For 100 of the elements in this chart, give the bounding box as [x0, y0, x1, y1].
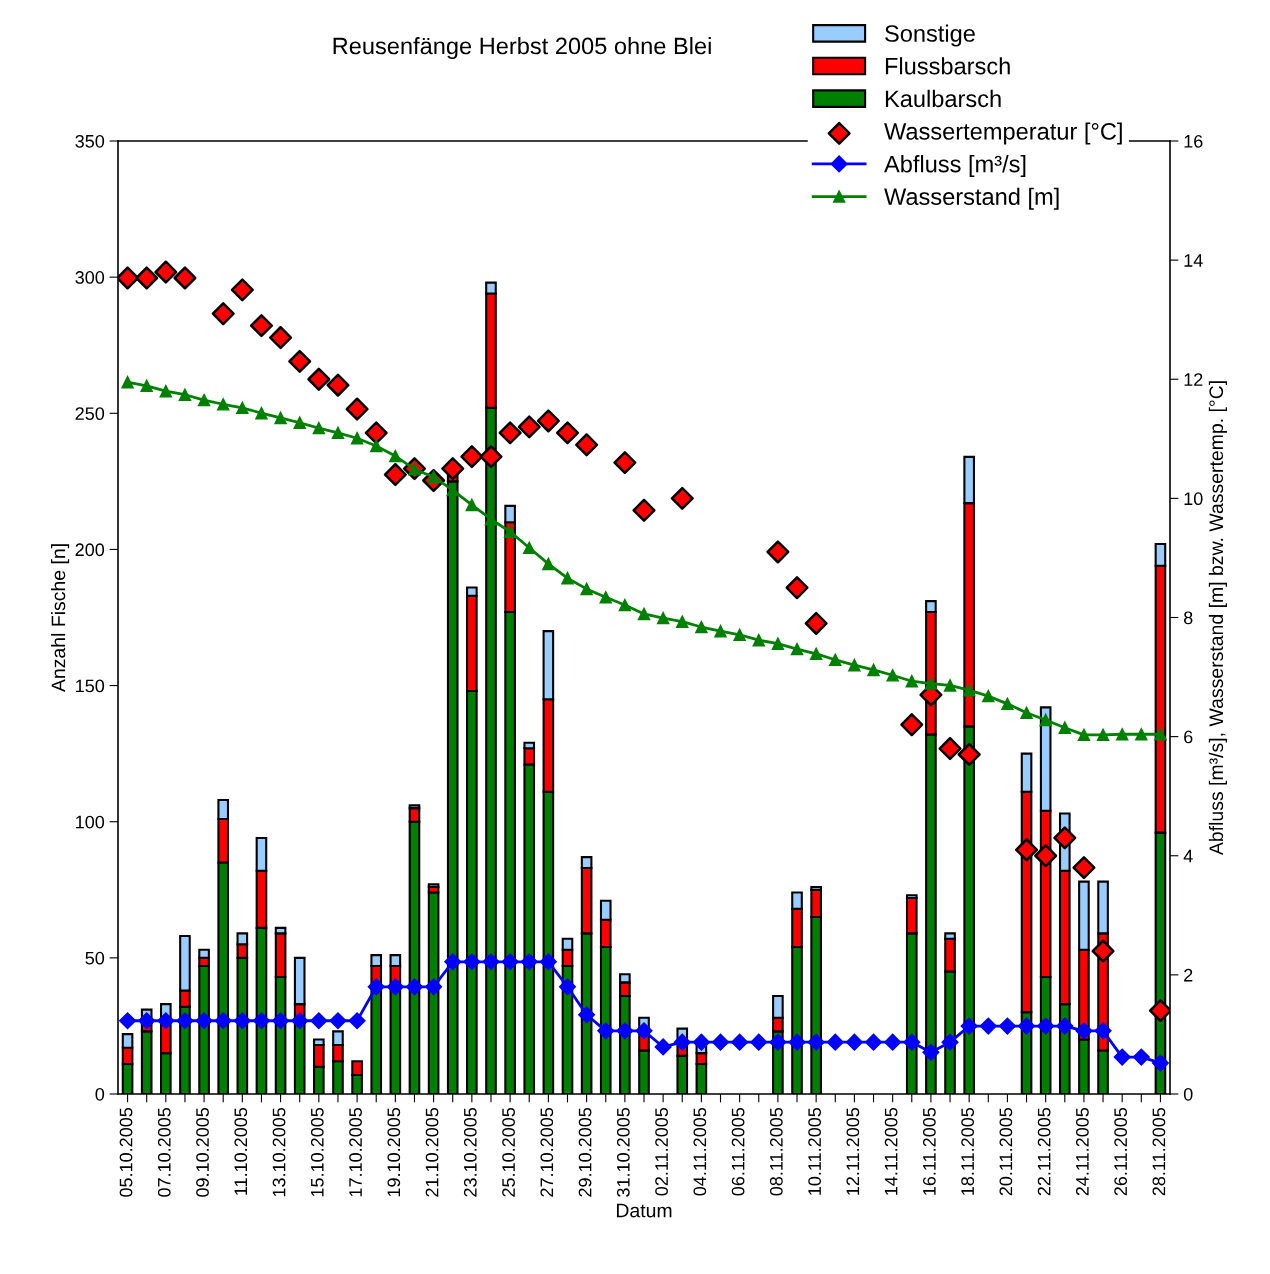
x-tick-label: 06.11.2005	[731, 1107, 745, 1196]
x-tick-label: 29.10.2005	[578, 1107, 592, 1197]
point	[157, 1012, 175, 1030]
point	[769, 1033, 787, 1051]
x-tick-label: 18.11.2005	[961, 1107, 975, 1195]
x-tick-label: 31.10.2005	[616, 1107, 630, 1197]
legend-label: Wassertemperatur [°C]	[884, 122, 1122, 145]
point	[542, 557, 555, 571]
point	[982, 689, 995, 703]
point	[140, 379, 153, 393]
y-tick-label: 0	[95, 1087, 105, 1101]
point	[503, 525, 517, 538]
point	[176, 1012, 194, 1030]
point	[345, 397, 369, 421]
point	[536, 409, 560, 433]
x-tick-label: 25.10.2005	[502, 1107, 515, 1197]
point	[790, 642, 804, 656]
point	[1135, 727, 1148, 741]
point	[326, 373, 350, 397]
point	[522, 541, 536, 555]
point	[463, 953, 481, 971]
point	[1037, 1017, 1055, 1035]
point	[962, 683, 976, 697]
point	[695, 620, 708, 634]
y-tick-label: 50	[85, 951, 105, 965]
point	[656, 611, 670, 625]
point	[1034, 844, 1058, 868]
point	[785, 576, 809, 600]
point	[618, 598, 632, 612]
point	[1056, 1017, 1074, 1035]
point	[214, 1012, 232, 1030]
y2-tick-label: 16	[1184, 134, 1203, 148]
x-tick-label: 07.10.2005	[157, 1107, 171, 1197]
point	[829, 653, 842, 667]
y2-tick-label: 4	[1183, 849, 1193, 863]
x-tick-label: 16.11.2005	[922, 1107, 936, 1195]
point	[1113, 1048, 1131, 1066]
y-axis-title: Anzahl Fische [n]	[51, 544, 70, 693]
point	[482, 953, 500, 971]
x-tick-label: 02.11.2005	[655, 1107, 668, 1196]
point	[1151, 1054, 1169, 1072]
x-tick-label: 27.10.2005	[540, 1107, 554, 1197]
x-tick-label: 11.10.2005	[234, 1107, 248, 1195]
point	[386, 978, 404, 996]
point	[307, 367, 331, 391]
y-tick-label: 300	[75, 271, 105, 284]
point	[498, 421, 522, 445]
y2-tick-label: 0	[1183, 1087, 1193, 1101]
y2-tick-label: 8	[1183, 611, 1193, 625]
point	[121, 375, 134, 389]
point	[1072, 856, 1096, 880]
x-tick-label: 09.10.2005	[196, 1107, 209, 1197]
chart-title: Reusenfänge Herbst 2005 ohne Blei	[333, 37, 711, 59]
point	[197, 393, 211, 407]
x-tick-label: 24.11.2005	[1075, 1107, 1089, 1196]
y-tick-label: 350	[75, 134, 105, 148]
point	[578, 1006, 596, 1024]
point	[501, 953, 519, 971]
point	[561, 571, 574, 585]
y-tick-label: 100	[76, 815, 105, 829]
legend-label: Sonstige	[885, 24, 975, 47]
point	[1091, 939, 1115, 963]
x-tick-label: 21.10.2005	[425, 1107, 439, 1197]
point	[517, 415, 541, 439]
y2-tick-label: 14	[1184, 254, 1203, 267]
point	[692, 1033, 710, 1051]
point	[154, 260, 178, 284]
point	[520, 953, 538, 971]
point	[405, 978, 424, 996]
point	[288, 349, 312, 373]
point	[848, 658, 861, 672]
point	[211, 302, 235, 326]
point	[711, 1033, 730, 1051]
point	[331, 426, 345, 440]
x-tick-label: 23.10.2005	[463, 1107, 477, 1197]
point	[269, 326, 293, 350]
point	[597, 1022, 615, 1040]
point	[733, 628, 746, 642]
point	[479, 445, 503, 469]
point	[159, 384, 173, 398]
y2-tick-label: 10	[1184, 492, 1203, 506]
point	[329, 1012, 347, 1030]
point	[1020, 706, 1033, 720]
point	[637, 607, 651, 621]
point	[616, 1022, 634, 1040]
point	[252, 1012, 271, 1030]
point	[575, 433, 599, 457]
y2-axis-title: Abfluss [m³/s], Wasserstand [m] bzw. Wassertemp. [°C]	[1208, 381, 1227, 856]
legend-label: Kaulbarsch	[885, 89, 1001, 108]
x-axis-title: Datum	[616, 1203, 672, 1218]
point	[752, 633, 766, 647]
point	[195, 1012, 213, 1030]
point	[1058, 721, 1072, 734]
point	[216, 398, 230, 411]
point	[1096, 728, 1110, 742]
point	[903, 1033, 921, 1051]
point	[867, 663, 880, 677]
x-tick-label: 17.10.2005	[349, 1107, 362, 1197]
point	[731, 1033, 749, 1051]
point	[465, 498, 479, 512]
